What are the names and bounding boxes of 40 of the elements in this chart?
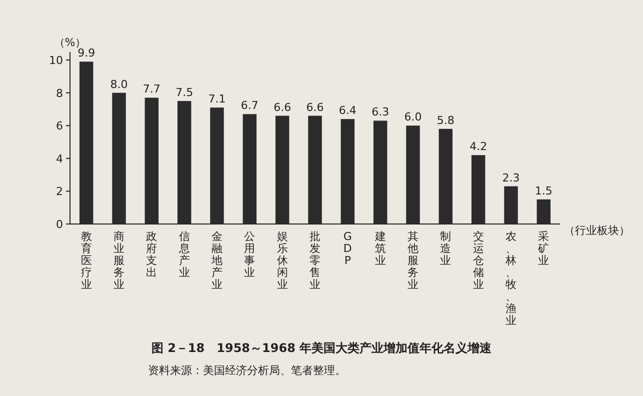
x-tick-label: 金融地产业: [210, 230, 222, 291]
data-label: 6.4: [338, 104, 356, 118]
x-tick-label: 交运仓储业: [472, 230, 484, 291]
text: 图 2－18 1958～1968 年美国大类产业增加值年化名义增速: [151, 341, 493, 355]
data-label: 6.3: [372, 106, 390, 119]
y-tick-label: 6: [56, 120, 63, 133]
x-tick-label: 娱乐休闲业: [276, 230, 288, 291]
data-label: 7.5: [176, 86, 194, 99]
data-label: 4.2: [470, 140, 488, 154]
data-label: 5.8: [436, 114, 454, 127]
x-tick-label: 其他服务业: [408, 230, 418, 291]
data-label: 1.5: [534, 184, 552, 198]
y-tick-label: 10: [49, 54, 63, 67]
text: 资料来源：美国经济分析局、笔者整理。: [148, 364, 346, 377]
data-label: 6.6: [306, 100, 324, 114]
data-label: 2.3: [502, 171, 520, 184]
y-tick-label: 4: [56, 152, 63, 166]
data-label: 6.7: [240, 99, 258, 112]
x-tick-label: 制造业: [440, 230, 452, 267]
x-axis-title: （行业板块）: [564, 224, 630, 237]
x-tick-label: 批发零售业: [310, 230, 320, 291]
x-tick-label: GDP: [343, 230, 352, 267]
x-tick-label: 教育医疗业: [80, 230, 92, 291]
x-tick-label: 商业服务业: [114, 230, 124, 291]
x-tick-label: 采矿业: [537, 230, 550, 267]
x-tick-label: 公用事业: [244, 230, 256, 279]
data-label: 7.1: [208, 92, 226, 106]
data-label: 6.6: [274, 100, 292, 114]
x-tick-label: 信息产业: [178, 230, 190, 279]
data-label: 9.9: [78, 46, 96, 60]
y-tick-label: 0: [56, 218, 63, 231]
y-tick-label: 8: [56, 86, 63, 100]
y-tick-label: 2: [56, 185, 63, 198]
x-tick-label: 农、林、牧、渔业: [504, 230, 516, 327]
x-tick-label: 建筑业: [374, 230, 386, 267]
data-label: 6.0: [404, 110, 422, 124]
y-axis-title: （%）: [54, 36, 86, 49]
data-label: 7.7: [142, 82, 160, 96]
x-tick-label: 政府支出: [146, 230, 158, 279]
data-label: 8.0: [110, 78, 128, 91]
